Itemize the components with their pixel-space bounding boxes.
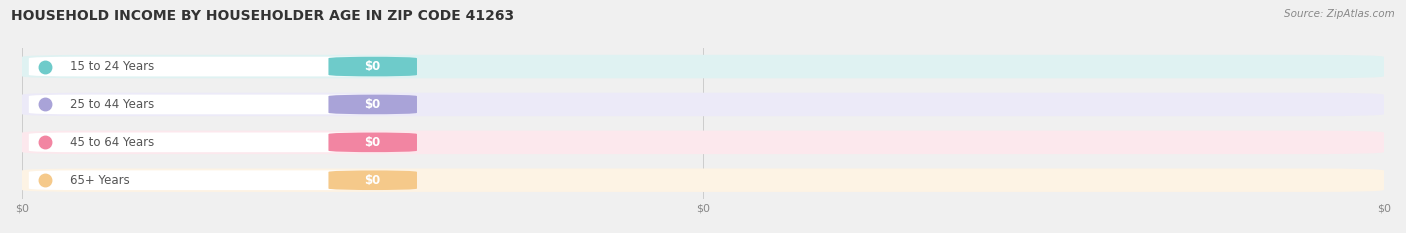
FancyBboxPatch shape [329,170,418,190]
FancyBboxPatch shape [28,170,389,190]
FancyBboxPatch shape [22,55,1384,78]
Text: HOUSEHOLD INCOME BY HOUSEHOLDER AGE IN ZIP CODE 41263: HOUSEHOLD INCOME BY HOUSEHOLDER AGE IN Z… [11,9,515,23]
Text: 65+ Years: 65+ Years [70,174,129,187]
Text: $0: $0 [364,136,381,149]
FancyBboxPatch shape [329,133,418,152]
FancyBboxPatch shape [329,57,418,76]
Text: $0: $0 [364,98,381,111]
Text: 25 to 44 Years: 25 to 44 Years [70,98,153,111]
Text: 45 to 64 Years: 45 to 64 Years [70,136,153,149]
FancyBboxPatch shape [28,57,389,76]
FancyBboxPatch shape [22,168,1384,192]
FancyBboxPatch shape [28,95,389,114]
Text: $0: $0 [364,60,381,73]
FancyBboxPatch shape [22,93,1384,116]
FancyBboxPatch shape [28,133,389,152]
FancyBboxPatch shape [329,95,418,114]
Text: 15 to 24 Years: 15 to 24 Years [70,60,153,73]
FancyBboxPatch shape [22,130,1384,154]
Text: $0: $0 [364,174,381,187]
Text: Source: ZipAtlas.com: Source: ZipAtlas.com [1284,9,1395,19]
